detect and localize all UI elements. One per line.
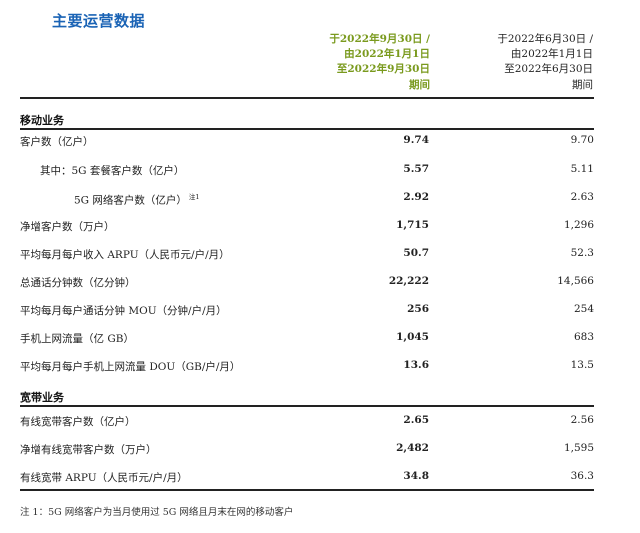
current-value: 256 <box>407 303 429 315</box>
row-label: 其中：5G 套餐客户数（亿户） <box>40 165 185 177</box>
previous-value: 1,595 <box>563 442 594 454</box>
previous-value: 14,566 <box>557 275 594 287</box>
current-value: 9.74 <box>403 134 429 146</box>
previous-value: 2.56 <box>570 414 594 426</box>
current-header-line: 至2022年9月30日 <box>336 63 430 76</box>
section-title-broadband: 宽带业务 <box>20 391 64 404</box>
footnote-marker: 注1 <box>188 193 200 201</box>
row-label: 平均每月每户通话分钟 MOU（分钟/户/月） <box>20 305 227 317</box>
current-value: 22,222 <box>388 275 429 287</box>
row-label: 有线宽带客户数（亿户） <box>20 416 136 428</box>
row-label: 净增有线宽带客户数（万户） <box>20 444 157 456</box>
current-value: 1,715 <box>396 219 429 231</box>
previous-header-line: 期间 <box>572 78 593 91</box>
previous-header-line: 于2022年6月30日 / <box>497 33 593 45</box>
row-label: 有线宽带 ARPU（人民币元/户/月） <box>20 472 188 484</box>
current-value: 2.92 <box>403 191 429 203</box>
current-value: 34.8 <box>403 470 429 482</box>
section-title-mobile: 移动业务 <box>20 114 64 127</box>
previous-value: 36.3 <box>570 470 594 482</box>
previous-period-header: 于2022年6月30日 / 由2022年1月1日 至2022年6月30日 期间 <box>497 32 593 93</box>
page-title: 主要运营数据 <box>52 12 146 30</box>
row-label: 平均每月每户手机上网流量 DOU（GB/户/月） <box>20 361 241 373</box>
current-header-line: 期间 <box>409 78 430 91</box>
table-row: 净增有线宽带客户数（万户） 2,482 1,595 <box>20 442 594 462</box>
current-value: 2,482 <box>396 442 429 454</box>
table-bottom-rule <box>20 489 594 491</box>
row-label-text: 5G 网络客户数（亿户） <box>74 194 187 207</box>
table-row: 客户数（亿户） 9.74 9.70 <box>20 134 594 154</box>
table-row: 有线宽带 ARPU（人民币元/户/月） 34.8 36.3 <box>20 470 594 490</box>
table-row: 手机上网流量（亿 GB） 1,045 683 <box>20 331 594 351</box>
row-label: 净增客户数（万户） <box>20 221 115 233</box>
row-label: 总通话分钟数（亿分钟） <box>20 277 136 289</box>
current-value: 50.7 <box>403 247 429 259</box>
current-value: 5.57 <box>403 163 429 175</box>
previous-value: 254 <box>573 303 594 315</box>
table-row: 净增客户数（万户） 1,715 1,296 <box>20 219 594 239</box>
previous-value: 2.63 <box>570 191 594 203</box>
table-row: 5G 网络客户数（亿户） 注1 2.92 2.63 <box>20 191 594 211</box>
current-header-line: 于2022年9月30日 / <box>329 33 430 45</box>
row-label: 平均每月每户收入 ARPU（人民币元/户/月） <box>20 249 230 261</box>
table-row: 有线宽带客户数（亿户） 2.65 2.56 <box>20 414 594 434</box>
row-label: 手机上网流量（亿 GB） <box>20 333 134 345</box>
previous-header-line: 由2022年1月1日 <box>510 48 593 61</box>
row-label: 客户数（亿户） <box>20 136 94 148</box>
section-divider <box>20 405 594 407</box>
previous-value: 52.3 <box>570 247 594 259</box>
current-period-header: 于2022年9月30日 / 由2022年1月1日 至2022年9月30日 期间 <box>329 32 430 93</box>
previous-header-line: 至2022年6月30日 <box>504 63 593 76</box>
table-row: 总通话分钟数（亿分钟） 22,222 14,566 <box>20 275 594 295</box>
previous-value: 5.11 <box>570 163 594 175</box>
table-row: 其中：5G 套餐客户数（亿户） 5.57 5.11 <box>20 163 594 183</box>
header-divider <box>20 97 594 99</box>
previous-value: 683 <box>573 331 594 343</box>
previous-value: 9.70 <box>570 134 594 146</box>
current-value: 13.6 <box>403 359 429 371</box>
current-value: 2.65 <box>403 414 429 426</box>
current-value: 1,045 <box>396 331 429 343</box>
footnote: 注 1：5G 网络客户为当月使用过 5G 网络且月末在网的移动客户 <box>20 507 294 518</box>
previous-value: 1,296 <box>563 219 594 231</box>
table-row: 平均每月每户通话分钟 MOU（分钟/户/月） 256 254 <box>20 303 594 323</box>
previous-value: 13.5 <box>570 359 594 371</box>
section-divider <box>20 128 594 130</box>
table-row: 平均每月每户收入 ARPU（人民币元/户/月） 50.7 52.3 <box>20 247 594 267</box>
current-header-line: 由2022年1月1日 <box>344 48 430 61</box>
table-row: 平均每月每户手机上网流量 DOU（GB/户/月） 13.6 13.5 <box>20 359 594 379</box>
row-label: 5G 网络客户数（亿户） 注1 <box>74 191 200 208</box>
